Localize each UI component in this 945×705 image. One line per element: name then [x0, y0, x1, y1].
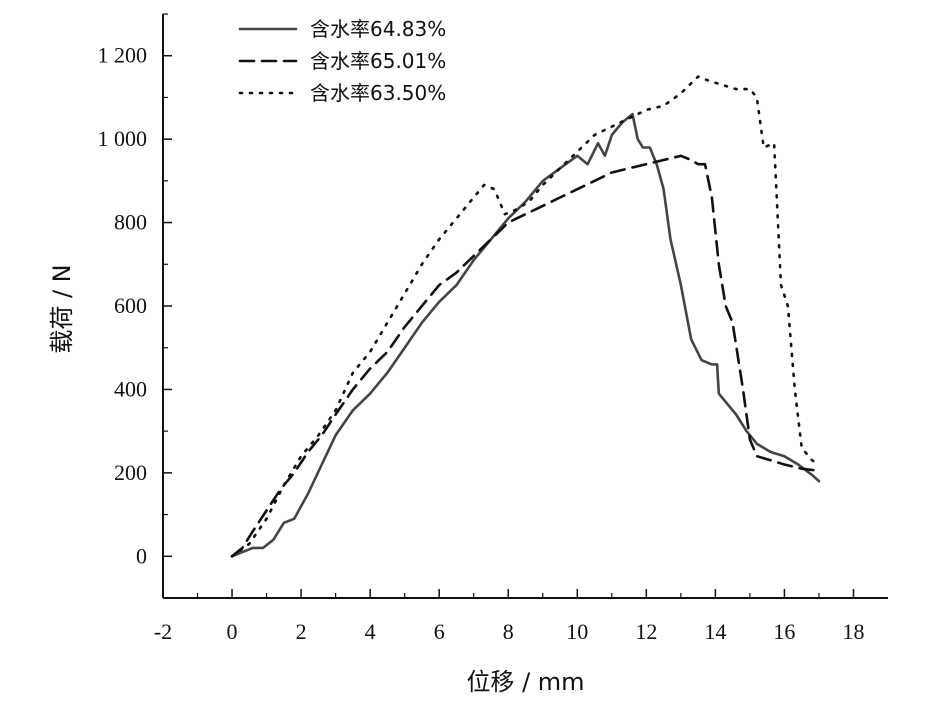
x-tick-label: 10: [566, 619, 588, 644]
x-tick-label: -2: [154, 619, 172, 644]
x-tick-label: 12: [635, 619, 657, 644]
y-ticks: 0 200 400 600 800 1 000 1 200: [98, 13, 172, 599]
x-tick-label: 0: [227, 619, 238, 644]
y-tick-label: 1 000: [98, 126, 148, 151]
y-tick-label: 200: [114, 460, 147, 485]
x-tick-label: 4: [365, 619, 376, 644]
legend-label: 含水率65.01%: [310, 49, 446, 73]
y-tick-label: 600: [114, 293, 147, 318]
series-line-3: [230, 75, 821, 558]
legend-label: 含水率63.50%: [310, 81, 446, 105]
x-tick-label: 16: [773, 619, 795, 644]
legend: 含水率64.83% 含水率65.01% 含水率63.50%: [238, 17, 446, 105]
y-tick-label: 400: [114, 376, 147, 401]
y-tick-label: 800: [114, 210, 147, 235]
y-axis-title: 载荷 / N: [48, 264, 76, 353]
series-line-2: [230, 154, 821, 558]
y-tick-label: 0: [136, 543, 147, 568]
legend-label: 含水率64.83%: [310, 17, 446, 41]
axes: 0 200 400 600 800 1 000 1 200 -2 0 2 4 6 8 10 12 14 16 1…: [98, 13, 888, 644]
x-ticks: -2 0 2 4 6 8 10 12 14 16 18: [154, 589, 864, 644]
y-tick-label: 1 200: [98, 43, 148, 68]
x-tick-label: 18: [842, 619, 864, 644]
x-tick-label: 2: [296, 619, 307, 644]
x-axis-title: 位移 / mm: [466, 668, 584, 696]
series-line-1: [230, 112, 821, 558]
x-tick-label: 14: [704, 619, 726, 644]
x-tick-label: 6: [434, 619, 445, 644]
x-tick-label: 8: [503, 619, 514, 644]
series-layer: [230, 75, 821, 558]
